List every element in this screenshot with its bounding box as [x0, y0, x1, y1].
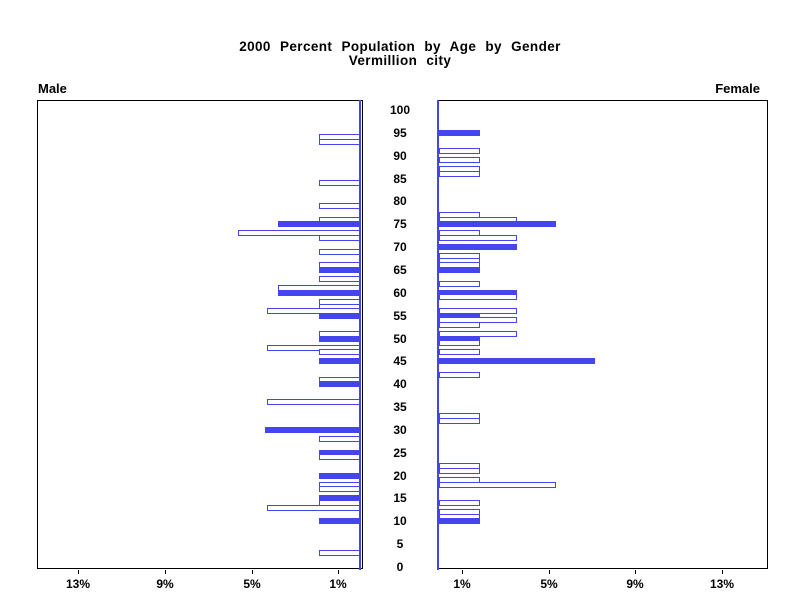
female-bar-age-32	[439, 418, 480, 424]
chart-title: 2000 Percent Population by Age by Gender…	[0, 40, 800, 68]
female-zero-axis-line	[437, 100, 439, 570]
male-bar-age-28	[319, 436, 360, 442]
right-pct-label-1: 1%	[453, 577, 471, 591]
male-bar-age-47	[319, 349, 360, 355]
right-pct-label-5: 5%	[540, 577, 558, 591]
male-bar-age-20	[319, 473, 360, 479]
right-pct-label-9: 9%	[626, 577, 644, 591]
age-tick-label-10: 10	[393, 514, 407, 528]
age-tick-label-85: 85	[393, 172, 407, 186]
female-bar-age-49	[439, 340, 480, 346]
age-tick-label-65: 65	[393, 263, 407, 277]
age-tick-label-40: 40	[393, 377, 407, 391]
chart-title-line2: Vermillion city	[348, 53, 452, 68]
left-axis-tick-9	[165, 570, 166, 574]
female-bar-age-91	[439, 148, 480, 154]
male-bar-age-36	[267, 399, 360, 405]
female-bar-age-65	[439, 267, 480, 273]
female-bar-age-10	[439, 518, 480, 524]
left-axis-tick-1	[338, 570, 339, 574]
age-tick-label-5: 5	[396, 537, 404, 551]
right-axis-tick-9	[635, 570, 636, 574]
female-bar-age-59	[439, 294, 517, 300]
female-bar-age-47	[439, 349, 480, 355]
male-bar-age-84	[319, 180, 360, 186]
age-tick-label-20: 20	[393, 469, 407, 483]
male-bar-age-75	[278, 221, 360, 227]
female-bar-age-14	[439, 500, 480, 506]
age-tick-label-75: 75	[393, 217, 407, 231]
right-axis-tick-1	[462, 570, 463, 574]
male-zero-axis-line	[359, 100, 361, 570]
male-bar-age-45	[319, 358, 360, 364]
female-bar-age-95	[439, 130, 480, 136]
male-bar-age-60	[278, 290, 360, 296]
age-tick-label-95: 95	[393, 126, 407, 140]
male-bar-age-72	[319, 235, 360, 241]
male-bar-age-79	[319, 203, 360, 209]
age-tick-label-100: 100	[389, 103, 411, 117]
female-bar-age-53	[439, 322, 480, 328]
male-bar-age-13	[267, 505, 360, 511]
female-bar-age-42	[439, 372, 480, 378]
left-axis-tick-13	[78, 570, 79, 574]
age-tick-label-30: 30	[393, 423, 407, 437]
male-bar-age-56	[267, 308, 360, 314]
female-bar-age-72	[439, 235, 517, 241]
right-axis-tick-5	[549, 570, 550, 574]
female-bar-age-45	[439, 358, 595, 364]
male-bar-age-24	[319, 454, 360, 460]
right-pct-label-13: 13%	[709, 577, 735, 591]
male-bar-age-3	[319, 550, 360, 556]
age-tick-label-60: 60	[393, 286, 407, 300]
female-bar-age-86	[439, 171, 480, 177]
female-bar-age-70	[439, 244, 517, 250]
male-bar-age-50	[319, 336, 360, 342]
male-bar-age-73	[238, 230, 360, 236]
age-tick-label-70: 70	[393, 240, 407, 254]
age-tick-label-90: 90	[393, 149, 407, 163]
male-bar-age-55	[319, 313, 360, 319]
age-tick-label-15: 15	[393, 491, 407, 505]
female-bar-age-21	[439, 468, 480, 474]
female-bar-age-18	[439, 482, 556, 488]
age-tick-label-80: 80	[393, 194, 407, 208]
age-tick-label-45: 45	[393, 354, 407, 368]
left-pct-label-5: 5%	[243, 577, 261, 591]
left-axis-tick-5	[252, 570, 253, 574]
male-bar-age-63	[319, 276, 360, 282]
male-bar-age-40	[319, 381, 360, 387]
right-axis-tick-13	[722, 570, 723, 574]
male-bar-age-30	[265, 427, 360, 433]
female-panel-label: Female	[715, 81, 760, 96]
male-bar-age-69	[319, 249, 360, 255]
female-bar-age-75	[439, 221, 556, 227]
male-bar-age-65	[319, 267, 360, 273]
age-tick-label-55: 55	[393, 309, 407, 323]
female-bar-age-62	[439, 281, 480, 287]
left-pct-label-9: 9%	[156, 577, 174, 591]
age-tick-label-50: 50	[393, 332, 407, 346]
left-pct-label-1: 1%	[329, 577, 347, 591]
age-tick-label-0: 0	[396, 560, 404, 574]
left-pct-label-13: 13%	[65, 577, 91, 591]
male-bar-age-17	[319, 486, 360, 492]
male-plot-area	[37, 100, 363, 569]
male-panel-label: Male	[38, 81, 67, 96]
female-bar-age-89	[439, 157, 480, 163]
male-bar-age-10	[319, 518, 360, 524]
male-bar-age-48	[267, 345, 360, 351]
chart-title-line1: 2000 Percent Population by Age by Gender	[239, 39, 561, 54]
age-tick-label-35: 35	[393, 400, 407, 414]
age-tick-label-25: 25	[393, 446, 407, 460]
male-bar-age-93	[319, 139, 360, 145]
